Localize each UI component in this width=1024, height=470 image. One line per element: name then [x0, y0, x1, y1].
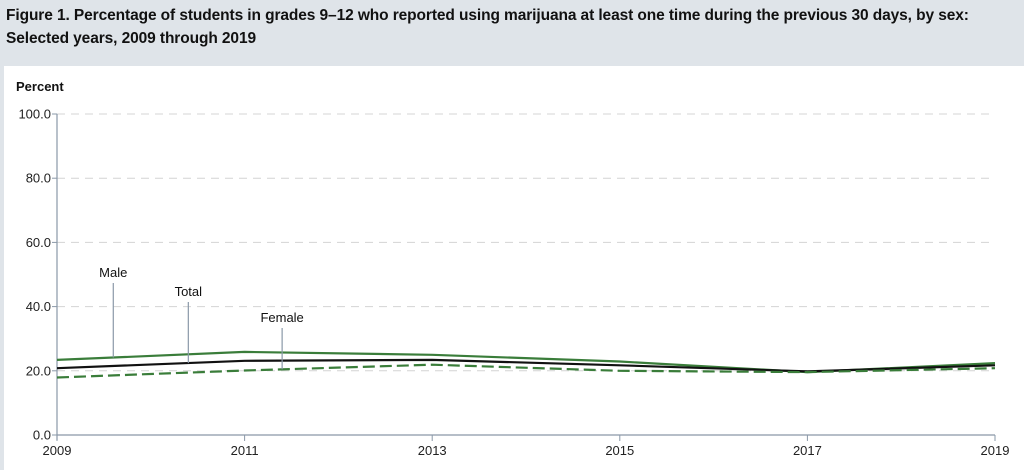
series-line-total	[56, 358, 996, 373]
x-tick-label: 2017	[793, 443, 822, 458]
y-tick-label: 20.0	[26, 363, 51, 378]
x-tick-label: 2015	[605, 443, 634, 458]
series-line-female	[56, 363, 996, 379]
series-annotations: Male Total Female	[99, 265, 304, 370]
y-tick-label: 100.0	[18, 107, 51, 122]
y-tick-label: 60.0	[26, 235, 51, 250]
y-tick-label: 80.0	[26, 171, 51, 186]
y-axis-title: Percent	[16, 79, 64, 94]
series-lines	[56, 350, 996, 379]
y-tick-label: 0.0	[33, 428, 51, 443]
chart-panel: 0.0 20.0 40.0 60.0 80.0 100.0 2009 2011 2013 2015…	[4, 66, 1024, 470]
gridlines	[57, 113, 995, 372]
x-tick-label: 2013	[418, 443, 447, 458]
series-label-total: Total	[175, 284, 203, 299]
line-chart: 0.0 20.0 40.0 60.0 80.0 100.0 2009 2011 2013 2015…	[16, 79, 1009, 459]
x-tick-label: 2011	[231, 443, 259, 458]
axes: 0.0 20.0 40.0 60.0 80.0 100.0 2009 2011 2013 2015…	[18, 107, 1009, 459]
y-tick-label: 40.0	[26, 299, 51, 314]
series-label-male: Male	[99, 265, 127, 280]
x-tick-label: 2019	[981, 443, 1010, 458]
x-tick-label: 2009	[43, 443, 72, 458]
series-label-female: Female	[260, 310, 303, 325]
figure-title: Figure 1. Percentage of students in grad…	[6, 7, 969, 47]
